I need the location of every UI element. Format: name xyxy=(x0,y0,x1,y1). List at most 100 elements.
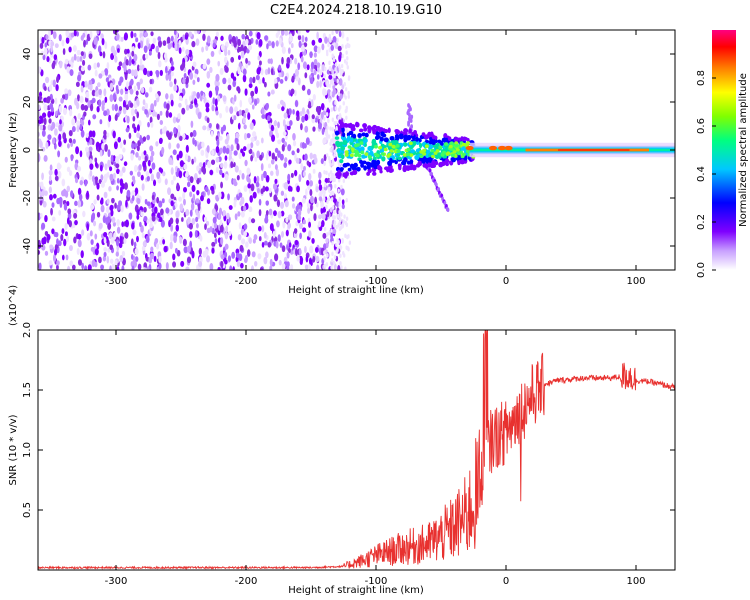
heatmap-noise-cell xyxy=(201,46,204,53)
heatmap-noise-cell xyxy=(102,255,107,262)
heatmap-haze-cell xyxy=(330,265,333,270)
heatmap-noise-cell xyxy=(248,44,253,51)
heatmap-noise-cell xyxy=(273,210,277,217)
heatmap-noise-cell xyxy=(152,179,157,187)
heatmap-noise-cell xyxy=(155,141,159,147)
heatmap-noise-cell xyxy=(156,212,161,219)
heatmap-noise-cell xyxy=(142,136,147,142)
heatmap-noise-cell xyxy=(267,163,272,169)
heatmap-noise-cell xyxy=(133,32,137,38)
heatmap-noise-cell xyxy=(114,259,118,267)
heatmap-noise-cell xyxy=(304,72,308,79)
heatmap-haze-cell xyxy=(330,107,334,112)
heatmap-noise-cell xyxy=(178,150,183,159)
heatmap-noise-cell xyxy=(146,266,150,270)
heatmap-noise-cell xyxy=(61,228,65,235)
heatmap-noise-cell xyxy=(41,189,45,197)
heatmap-noise-cell xyxy=(299,232,302,240)
heatmap-noise-cell xyxy=(294,248,299,257)
colorbar: 0.00.20.40.60.8 Normalized spectral ampl… xyxy=(696,30,749,278)
heatmap-streak-cell xyxy=(428,168,432,173)
heatmap-noise-cell xyxy=(316,80,320,89)
heatmap-noise-cell xyxy=(205,102,210,109)
heatmap-haze-cell xyxy=(329,141,332,147)
heatmap-noise-cell xyxy=(248,30,253,37)
heatmap-noise-cell xyxy=(185,104,190,111)
heatmap-noise-cell xyxy=(189,231,193,238)
heatmap-noise-cell xyxy=(230,144,234,152)
heatmap-noise-cell xyxy=(210,50,215,58)
heatmap-noise-cell xyxy=(70,32,75,38)
heatmap-noise-cell xyxy=(124,73,128,81)
heatmap-noise-cell xyxy=(246,132,251,139)
heatmap-noise-cell xyxy=(318,37,323,43)
heatmap-band-cell xyxy=(436,142,440,147)
heatmap-noise-cell xyxy=(242,68,247,76)
heatmap-noise-cell xyxy=(200,195,204,202)
heatmap-haze-cell xyxy=(331,161,335,167)
heatmap-noise-cell xyxy=(131,143,135,149)
heatmap-noise-cell xyxy=(79,123,83,131)
heatmap-noise-cell xyxy=(154,112,158,117)
heatmap-noise-cell xyxy=(300,56,304,63)
heatmap-noise-cell xyxy=(339,79,343,86)
heatmap-noise-cell xyxy=(189,104,194,109)
heatmap-noise-cell xyxy=(107,222,112,230)
heatmap-noise-cell xyxy=(204,223,207,230)
heatmap-noise-cell xyxy=(206,198,211,205)
heatmap-noise-cell xyxy=(109,244,114,251)
heatmap-noise-cell xyxy=(174,37,178,46)
heatmap-noise-cell xyxy=(39,124,44,131)
heatmap-noise-cell xyxy=(220,181,223,189)
heatmap-noise-cell xyxy=(98,99,102,108)
heatmap-noise-cell xyxy=(133,102,137,108)
heatmap-noise-cell xyxy=(212,42,216,48)
heatmap-noise-cell xyxy=(109,204,114,211)
heatmap-signal-spot xyxy=(504,145,513,151)
heatmap-noise-cell xyxy=(161,146,165,155)
heatmap-noise-cell xyxy=(104,143,108,152)
heatmap-noise-cell xyxy=(130,254,134,260)
heatmap-noise-cell xyxy=(52,137,55,145)
heatmap-noise-cell xyxy=(254,99,258,106)
heatmap-band-core xyxy=(446,151,451,155)
heatmap-noise-cell xyxy=(118,96,123,102)
heatmap-noise-cell xyxy=(215,31,220,37)
heatmap-noise-cell xyxy=(233,94,237,102)
heatmap-band-core xyxy=(347,145,352,149)
heatmap-noise-cell xyxy=(243,124,247,130)
heatmap-noise-cell xyxy=(94,248,99,256)
heatmap-haze-cell xyxy=(338,202,341,207)
heatmap-noise-cell xyxy=(120,36,124,42)
heatmap-haze-cell xyxy=(337,178,341,183)
heatmap-noise-cell xyxy=(269,170,274,176)
heatmap-band-core xyxy=(344,150,349,154)
heatmap-noise-cell xyxy=(324,36,328,44)
heatmap-noise-cell xyxy=(56,162,61,171)
heatmap-band-cell xyxy=(394,134,399,138)
heatmap-noise-cell xyxy=(248,216,252,224)
heatmap-noise-cell xyxy=(280,30,285,36)
heatmap-noise-cell xyxy=(125,199,128,208)
heatmap-noise-cell xyxy=(224,231,229,240)
heatmap-noise-cell xyxy=(237,55,241,60)
heatmap-haze-cell xyxy=(346,36,349,42)
heatmap-noise-cell xyxy=(226,212,230,220)
heatmap-noise-cell xyxy=(170,66,175,72)
heatmap-noise-cell xyxy=(136,124,140,132)
heatmap-noise-cell xyxy=(196,77,200,83)
heatmap-noise-cell xyxy=(178,196,182,202)
heatmap-noise-cell xyxy=(263,81,267,88)
colorbar-label: Normalized spectral amplitude xyxy=(738,73,749,227)
heatmap-noise-cell xyxy=(322,232,327,239)
heatmap-noise-cell xyxy=(318,184,323,191)
heatmap-haze-cell xyxy=(341,44,344,49)
heatmap-noise-cell xyxy=(162,127,167,134)
heatmap-noise-cell xyxy=(258,198,262,206)
heatmap-noise-cell xyxy=(257,225,262,232)
heatmap-noise-cell xyxy=(301,197,306,204)
snr-x-tick-label: -200 xyxy=(235,576,258,587)
heatmap-noise-cell xyxy=(84,80,88,88)
heatmap-noise-cell xyxy=(125,127,130,133)
heatmap-noise-cell xyxy=(38,212,41,221)
